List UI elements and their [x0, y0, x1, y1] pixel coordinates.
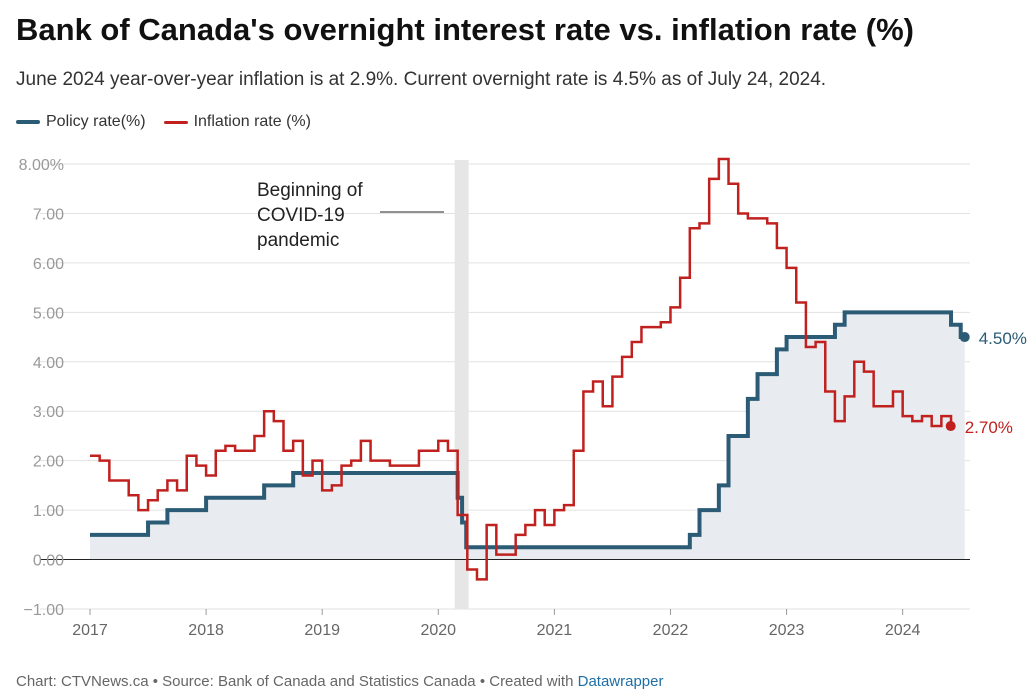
- inflation-rate-end-marker: [945, 421, 956, 432]
- x-tick-label: 2022: [653, 622, 689, 639]
- policy-rate-end-marker: [959, 332, 970, 343]
- annotation-line-3: pandemic: [257, 230, 339, 251]
- chart-subtitle: June 2024 year-over-year inflation is at…: [16, 69, 827, 90]
- footer: Chart: CTVNews.ca • Source: Bank of Cana…: [16, 673, 664, 690]
- y-tick-label: 4.00: [33, 355, 64, 372]
- annotation-line-1: Beginning of: [257, 180, 363, 201]
- inflation-rate-line: [90, 157, 953, 581]
- inflation-rate-end-label: 2.70%: [965, 418, 1013, 437]
- line-chart: Beginning of COVID-19 pandemic 8.00% 7.00…: [19, 157, 1027, 639]
- series-layer: [90, 157, 970, 581]
- y-tick-label: 2.00: [33, 454, 64, 471]
- policy-rate-line: [90, 310, 965, 550]
- y-tick-label: 5.00: [33, 305, 64, 322]
- x-tick-label: 2017: [72, 622, 108, 639]
- legend-swatch-policy-rate: [16, 120, 40, 124]
- legend: Policy rate(%) Inflation rate (%): [16, 113, 329, 131]
- x-tick-label: 2021: [537, 622, 573, 639]
- x-tick-label: 2024: [885, 622, 921, 639]
- legend-swatch-inflation-rate: [163, 120, 188, 124]
- y-tick-label: 0.00: [33, 553, 64, 570]
- legend-item-policy-rate: Policy rate(%): [16, 113, 146, 131]
- annotation-line-2: COVID-19: [257, 205, 345, 226]
- footer-source-text: Chart: CTVNews.ca • Source: Bank of Cana…: [16, 673, 578, 690]
- y-tick-label: 3.00: [33, 404, 64, 421]
- policy-rate-end-label: 4.50%: [979, 329, 1027, 348]
- y-tick-label: 1.00: [33, 503, 64, 520]
- y-tick-label: −1.00: [24, 602, 65, 619]
- axis-tick-layer: 8.00% 7.00 6.00 5.00 4.00 3.00 2.00 1.00 0.00 −1.…: [19, 157, 921, 639]
- policy-rate-area: [90, 312, 965, 560]
- end-label-layer: 4.50% 2.70%: [965, 329, 1027, 437]
- grid-layer: [40, 163, 970, 610]
- datawrapper-link[interactable]: Datawrapper: [577, 673, 664, 690]
- legend-item-inflation-rate: Inflation rate (%): [163, 113, 311, 131]
- y-tick-label: 8.00%: [19, 157, 64, 174]
- y-tick-label: 6.00: [33, 256, 64, 273]
- x-tick-label: 2019: [304, 622, 340, 639]
- x-tick-label: 2018: [188, 622, 224, 639]
- x-tick-label: 2020: [420, 622, 456, 639]
- x-tick-label: 2023: [769, 622, 805, 639]
- chart-title: Bank of Canada's overnight interest rate…: [16, 12, 914, 47]
- legend-label-policy-rate: Policy rate(%): [46, 113, 146, 130]
- y-tick-label: 7.00: [33, 206, 64, 223]
- legend-label-inflation-rate: Inflation rate (%): [193, 113, 311, 130]
- covid-annotation: Beginning of COVID-19 pandemic: [257, 180, 444, 251]
